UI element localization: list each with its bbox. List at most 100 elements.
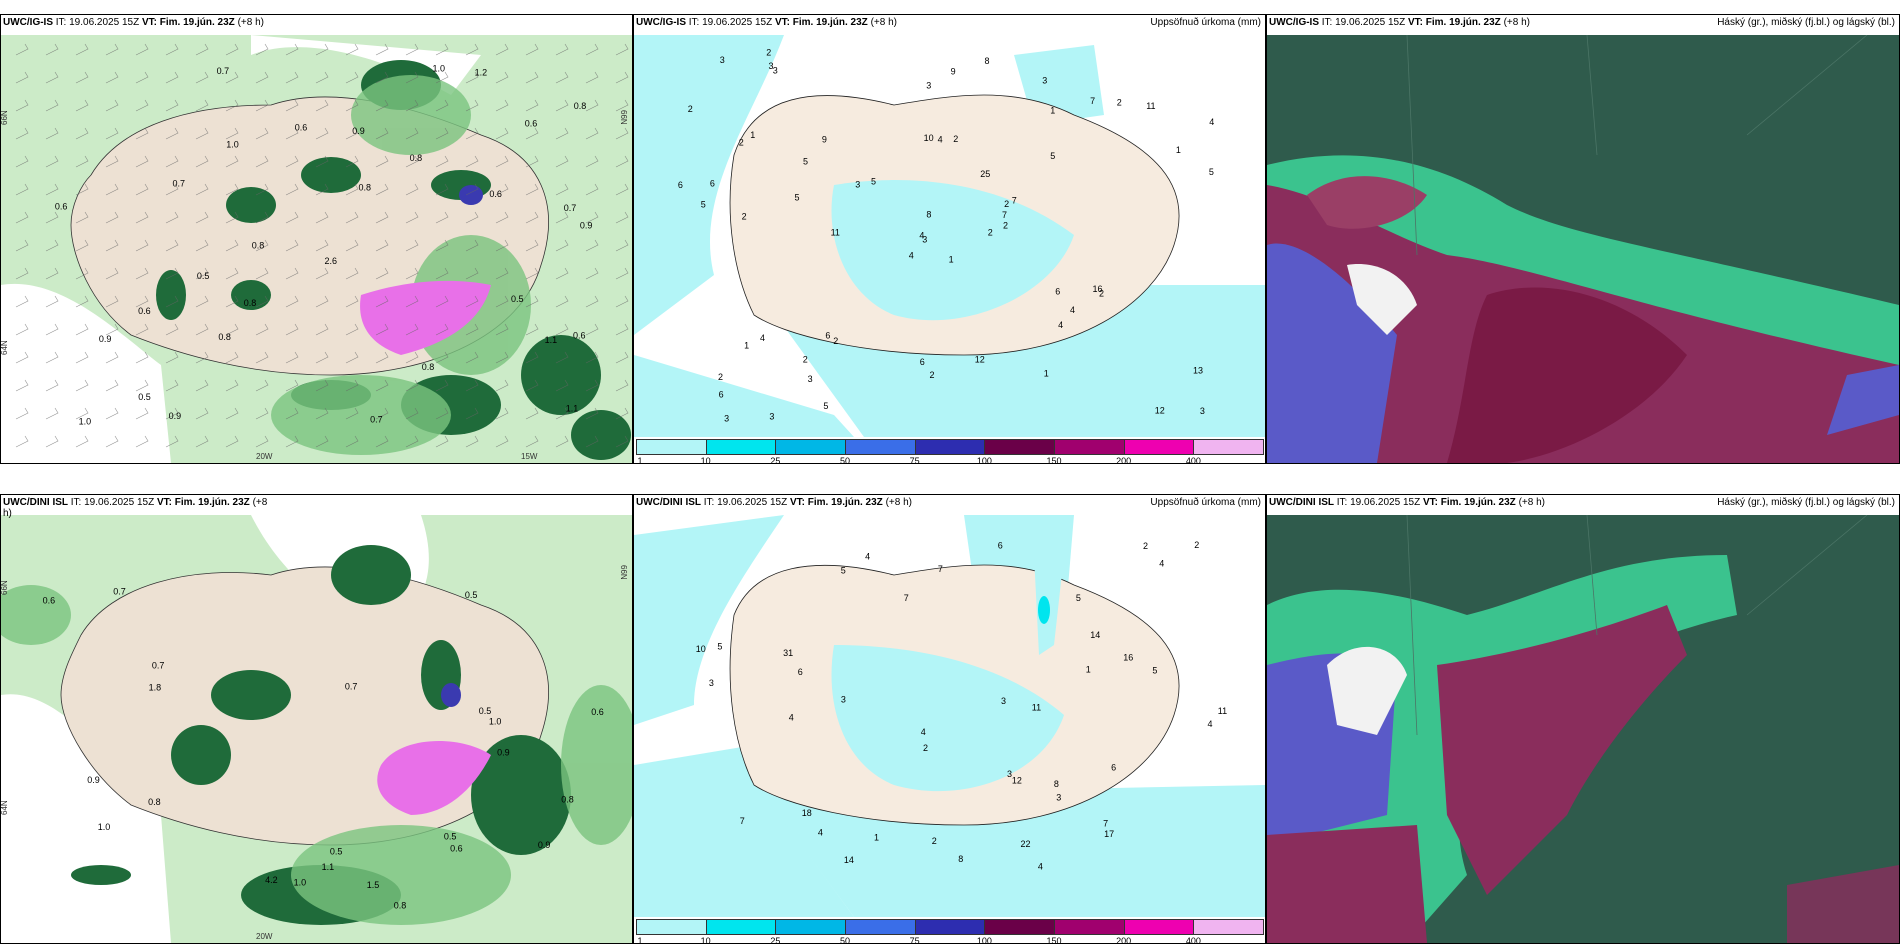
wind-barb [15, 127, 29, 140]
wind-barb [105, 295, 119, 308]
wind-barb [615, 155, 629, 168]
svg-text:66N: 66N [1, 580, 9, 595]
cloud-map-bottom[interactable]: UWC/DINI ISL IT: 19.06.2025 15Z VT: Fim.… [1266, 494, 1900, 944]
wind-barb [135, 71, 149, 84]
value-label: 1.1 [545, 335, 558, 345]
wind-barb [165, 71, 179, 84]
wind-barb [195, 295, 209, 308]
wind-barb [555, 71, 569, 84]
wind-barb [15, 323, 29, 336]
value-label: 5 [823, 401, 828, 411]
wind-barb [45, 155, 59, 168]
wind-barb [15, 407, 29, 420]
value-label: 1 [874, 833, 879, 843]
wind-barb [315, 295, 329, 308]
wind-barb [105, 379, 119, 392]
value-label: 2 [1099, 289, 1104, 299]
wind-barb [75, 407, 89, 420]
value-label: 2 [932, 836, 937, 846]
wind-map-bottom[interactable]: UWC/DINI ISL IT: 19.06.2025 15Z VT: Fim.… [0, 494, 633, 944]
value-label: 2 [739, 137, 744, 147]
wind-barb [285, 239, 299, 252]
value-label: 1 [750, 130, 755, 140]
wind-barb [105, 183, 119, 196]
wind-barb [405, 435, 419, 448]
wind-map-top[interactable]: UWC/IG-IS IT: 19.06.2025 15Z VT: Fim. 19… [0, 14, 633, 464]
wind-barb [525, 267, 539, 280]
value-label: 1.0 [294, 877, 307, 887]
panel-subtitle: Uppsöfnuð úrkoma (mm) [1150, 17, 1261, 28]
wind-barb [255, 379, 269, 392]
wind-barb [165, 99, 179, 112]
wind-barb [315, 127, 329, 140]
value-label: 8 [985, 56, 990, 66]
wind-barb [615, 43, 629, 56]
value-label: 0.6 [138, 306, 151, 316]
wind-barb [75, 379, 89, 392]
wind-barb [45, 407, 59, 420]
wind-barb [495, 155, 509, 168]
wind-barb [465, 71, 479, 84]
value-label: 0.9 [169, 411, 182, 421]
value-label: 0.5 [138, 392, 151, 402]
colorbar-segment [705, 919, 777, 935]
cloud-map-canvas [1267, 515, 1899, 943]
value-label: 22 [1021, 839, 1031, 849]
colorbar-tick: 50 [839, 456, 851, 464]
value-label: 5 [795, 193, 800, 203]
wind-barb [105, 71, 119, 84]
panel-title: UWC/DINI ISL IT: 19.06.2025 15Z VT: Fim.… [1269, 497, 1545, 508]
wind-barb [195, 407, 209, 420]
wind-barb [225, 43, 239, 56]
wind-barb [255, 99, 269, 112]
value-label: 1 [744, 341, 749, 351]
value-label: 0.7 [345, 681, 358, 691]
value-label: 1 [1050, 106, 1055, 116]
wind-barb [555, 323, 569, 336]
wind-barb [255, 239, 269, 252]
precip-map-top[interactable]: UWC/IG-IS IT: 19.06.2025 15Z VT: Fim. 19… [633, 14, 1266, 464]
wind-barb [255, 295, 269, 308]
wind-barb [75, 155, 89, 168]
value-label: 0.9 [87, 775, 100, 785]
wind-barb [15, 379, 29, 392]
value-label: 3 [709, 678, 714, 688]
wind-barb [105, 99, 119, 112]
wind-barb [615, 267, 629, 280]
wind-barb [585, 43, 599, 56]
colorbar-tick: 25 [770, 936, 781, 944]
wind-barb [525, 351, 539, 364]
wind-barb [585, 183, 599, 196]
wind-barb [315, 407, 329, 420]
wind-barb [375, 155, 389, 168]
wind-map-canvas: 66N 64N 66N 20W 15W 1.0 0.7 0.8 0.9 0.8 0.6 0.… [1, 35, 632, 463]
wind-barb [135, 323, 149, 336]
wind-barb [15, 183, 29, 196]
colorbar-segment [636, 439, 707, 455]
value-label: 10 [696, 644, 706, 654]
value-label: 12 [975, 354, 985, 364]
value-label: 2 [803, 354, 808, 364]
value-label: 3 [926, 80, 931, 90]
wind-barb [135, 127, 149, 140]
wind-barb [495, 239, 509, 252]
wind-barb [405, 183, 419, 196]
value-label: 11 [831, 228, 840, 238]
wind-barb [165, 435, 179, 448]
wind-barb [285, 127, 299, 140]
wind-barb [225, 379, 239, 392]
wind-barb [405, 239, 419, 252]
wind-barb [195, 99, 209, 112]
wind-barb [405, 43, 419, 56]
value-label: 0.8 [252, 241, 265, 251]
cloud-map-top[interactable]: UWC/IG-IS IT: 19.06.2025 15Z VT: Fim. 19… [1266, 14, 1900, 464]
value-label: 6 [678, 180, 683, 190]
wind-barb [375, 71, 389, 84]
wind-barb [435, 239, 449, 252]
wind-barb [585, 99, 599, 112]
colorbar-tick: 75 [909, 456, 920, 464]
wind-barb [465, 351, 479, 364]
wind-barb [375, 379, 389, 392]
precip-map-bottom[interactable]: UWC/DINI ISL IT: 19.06.2025 15Z VT: Fim.… [633, 494, 1266, 944]
value-label: 3 [769, 412, 774, 422]
